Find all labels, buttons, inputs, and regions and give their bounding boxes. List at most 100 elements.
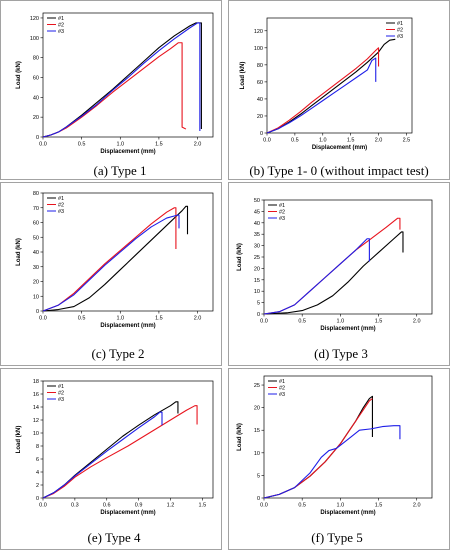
y-tick-label: 10 bbox=[254, 289, 260, 295]
legend-label: #3 bbox=[279, 392, 285, 398]
y-tick-label: 40 bbox=[33, 95, 39, 101]
y-tick-label: 10 bbox=[33, 431, 39, 437]
y-tick-label: 80 bbox=[33, 191, 39, 197]
panel-border bbox=[0, 182, 222, 366]
x-tick-label: 1.5 bbox=[375, 319, 383, 325]
y-tick-label: 5 bbox=[257, 301, 260, 307]
y-tick-label: 20 bbox=[33, 280, 39, 286]
panel-caption: (d) Type 3 bbox=[314, 346, 368, 361]
y-tick-label: 20 bbox=[257, 114, 263, 120]
x-axis-label: Displacement (mm) bbox=[100, 149, 155, 155]
x-tick-label: 2.0 bbox=[194, 142, 202, 148]
x-tick-label: 1.0 bbox=[337, 319, 345, 325]
panel-caption: (b) Type 1- 0 (without impact test) bbox=[249, 163, 428, 178]
y-tick-label: 8 bbox=[36, 444, 39, 450]
panel-caption: (a) Type 1 bbox=[94, 163, 147, 178]
y-tick-label: 45 bbox=[254, 209, 260, 215]
y-tick-label: 16 bbox=[33, 392, 39, 398]
x-tick-label: 0.0 bbox=[263, 138, 271, 144]
y-tick-label: 20 bbox=[254, 406, 260, 412]
y-tick-label: 18 bbox=[33, 379, 39, 385]
series-line-n2 bbox=[42, 207, 177, 312]
series-line-n3 bbox=[263, 238, 370, 315]
y-tick-label: 10 bbox=[254, 451, 260, 457]
panel-caption: (f) Type 5 bbox=[311, 530, 363, 545]
y-tick-label: 2 bbox=[36, 483, 39, 489]
chart-panel-6: 0.0 0.5 1.0 1.5 2.0 0 5 10 15 20 25 Displacement (m… bbox=[228, 368, 450, 550]
legend-label: #2 bbox=[58, 203, 64, 209]
y-tick-label: 40 bbox=[33, 250, 39, 256]
y-tick-label: 35 bbox=[254, 232, 260, 238]
x-tick-label: 0.5 bbox=[298, 319, 306, 325]
plot-area-frame bbox=[42, 12, 214, 138]
y-tick-label: 4 bbox=[36, 470, 39, 476]
x-tick-label: 1.0 bbox=[319, 138, 327, 144]
x-tick-label: 0.5 bbox=[78, 316, 86, 322]
x-tick-label: 0.9 bbox=[135, 503, 143, 509]
x-tick-label: 1.0 bbox=[337, 503, 345, 509]
y-tick-label: 60 bbox=[33, 75, 39, 81]
legend-label: #1 bbox=[397, 21, 403, 27]
y-tick-label: 10 bbox=[33, 294, 39, 300]
legend-label: #1 bbox=[58, 196, 64, 202]
y-tick-label: 0 bbox=[260, 131, 263, 137]
y-tick-label: 70 bbox=[33, 206, 39, 212]
legend-label: #1 bbox=[279, 379, 285, 385]
panel-border bbox=[228, 182, 450, 366]
x-tick-label: 1.0 bbox=[116, 142, 124, 148]
y-tick-label: 100 bbox=[30, 36, 39, 42]
series-line-n1 bbox=[42, 205, 189, 312]
x-tick-label: 1.5 bbox=[155, 316, 163, 322]
y-tick-label: 40 bbox=[254, 221, 260, 227]
series-line-n1 bbox=[263, 231, 404, 315]
x-tick-label: 0.6 bbox=[103, 503, 111, 509]
y-tick-label: 0 bbox=[36, 135, 39, 141]
legend-label: #1 bbox=[58, 16, 64, 22]
x-axis-label: Displacement (mm) bbox=[320, 510, 375, 516]
legend-label: #3 bbox=[58, 29, 64, 35]
x-tick-label: 0.3 bbox=[71, 503, 79, 509]
x-tick-label: 2.5 bbox=[403, 138, 411, 144]
x-tick-label: 1.5 bbox=[375, 503, 383, 509]
y-tick-label: 0 bbox=[36, 309, 39, 315]
y-tick-label: 30 bbox=[33, 265, 39, 271]
series-line-n3 bbox=[263, 425, 401, 499]
x-axis-label: Displacement (mm) bbox=[320, 326, 375, 332]
x-tick-label: 0.5 bbox=[78, 142, 86, 148]
plot-area-frame bbox=[42, 380, 214, 499]
y-tick-label: 80 bbox=[33, 56, 39, 62]
x-tick-label: 2.0 bbox=[413, 503, 421, 509]
x-tick-label: 1.2 bbox=[167, 503, 175, 509]
x-axis-label: Displacement (mm) bbox=[312, 145, 367, 151]
series-line-n3 bbox=[42, 22, 201, 138]
series-line-n2 bbox=[266, 47, 380, 134]
plot-area-frame bbox=[263, 375, 433, 499]
y-tick-label: 20 bbox=[33, 115, 39, 121]
y-tick-label: 14 bbox=[33, 405, 39, 411]
legend-label: #1 bbox=[58, 384, 64, 390]
y-tick-label: 50 bbox=[254, 198, 260, 204]
x-tick-label: 0.0 bbox=[260, 503, 268, 509]
panel-border bbox=[0, 368, 222, 550]
legend-label: #2 bbox=[279, 386, 285, 392]
legend-label: #3 bbox=[58, 397, 64, 403]
y-tick-label: 30 bbox=[254, 244, 260, 250]
x-tick-label: 0.0 bbox=[39, 316, 47, 322]
series-line-n3 bbox=[266, 57, 377, 134]
y-tick-label: 12 bbox=[33, 418, 39, 424]
y-axis-label: Load (kN) bbox=[16, 426, 22, 454]
chart-panel-4: 0.0 0.5 1.0 1.5 2.0 0 5 10 15 20 25 30 35 40 45 50 Displ… bbox=[228, 182, 450, 366]
legend-label: #2 bbox=[58, 391, 64, 397]
y-tick-label: 50 bbox=[33, 235, 39, 241]
y-axis-label: Load (kN) bbox=[16, 238, 22, 266]
y-tick-label: 40 bbox=[257, 97, 263, 103]
x-tick-label: 1.5 bbox=[155, 142, 163, 148]
y-tick-label: 20 bbox=[254, 266, 260, 272]
y-tick-label: 60 bbox=[257, 80, 263, 86]
y-tick-label: 0 bbox=[257, 312, 260, 318]
x-tick-label: 1.5 bbox=[199, 503, 207, 509]
y-axis-label: Load (kN) bbox=[240, 62, 246, 90]
x-tick-label: 1.0 bbox=[116, 316, 124, 322]
chart-panel-3: 0.0 0.5 1.0 1.5 2.0 0 10 20 30 40 50 60 70 80 Displace… bbox=[0, 182, 222, 366]
